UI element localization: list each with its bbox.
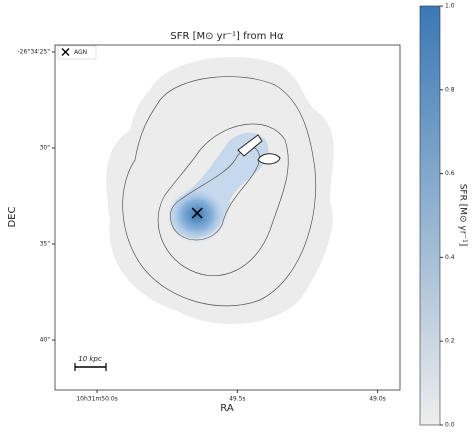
colorbar-label: SFR [M⊙ yr⁻¹] (458, 184, 468, 247)
y-tick-label: 40" (40, 337, 51, 344)
y-tick-label: 35" (40, 241, 51, 248)
legend-label: AGN (74, 49, 87, 56)
colorbar-tick-label: 0.2 (445, 338, 455, 345)
chart-title: SFR [M⊙ yr⁻¹] from Hα (170, 31, 284, 42)
x-tick-label: 10h31m50.0s (76, 396, 117, 403)
y-tick-label: -26°34'25" (18, 48, 51, 55)
scale-label: 10 kpc (78, 355, 102, 363)
colorbar-tick-label: 0.4 (445, 254, 455, 261)
contour (157, 123, 289, 277)
legend-marker (61, 48, 70, 56)
clump (257, 153, 281, 165)
clump (237, 134, 263, 157)
y-tick-label: 30" (40, 144, 51, 151)
x-axis-label: RA (220, 403, 234, 414)
x-tick-label: 49.5s (229, 396, 246, 403)
core (165, 185, 229, 245)
x-tick-label: 49.0s (369, 396, 386, 403)
contour (170, 146, 260, 241)
y-axis-label: DEC (7, 206, 18, 227)
agn-marker (191, 207, 203, 219)
colorbar (419, 5, 441, 426)
colorbar-tick-label: 0.6 (445, 170, 455, 177)
colorbar-tick-label: 1.0 (445, 3, 455, 10)
colorbar-tick-label: 0.0 (445, 422, 455, 429)
contour (122, 76, 317, 307)
colorbar-tick-label: 0.8 (445, 86, 455, 93)
